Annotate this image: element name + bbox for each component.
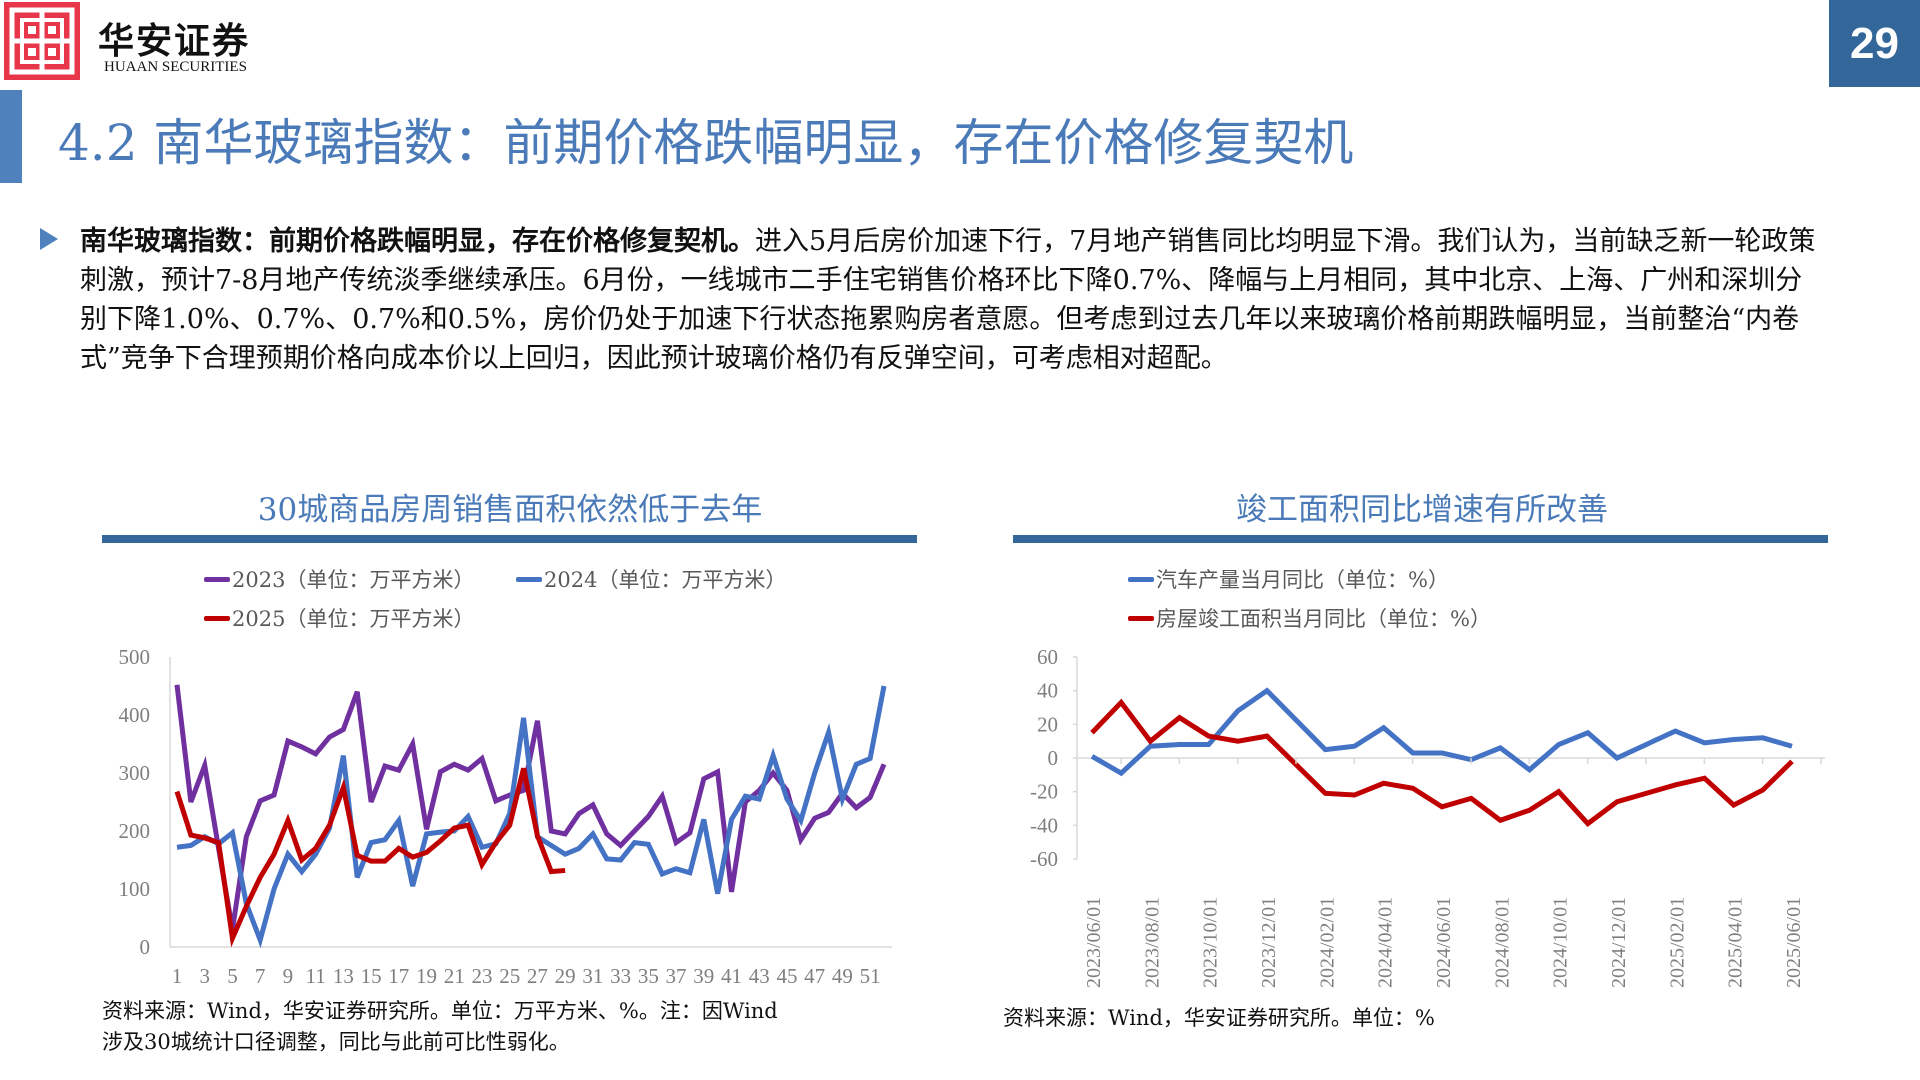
title-accent-bar (0, 90, 22, 183)
body-paragraph: 南华玻璃指数：前期价格跌幅明显，存在价格修复契机。进入5月后房价加速下行，7月地… (80, 222, 1820, 378)
x-tick-label: 21 (444, 964, 465, 988)
y-tick-label: 20 (1037, 712, 1058, 736)
x-tick-label: 7 (255, 964, 266, 988)
arrow-bullet-icon (40, 228, 58, 250)
x-tick-label: 25 (499, 964, 520, 988)
y-tick-label: -20 (1030, 780, 1058, 804)
legend-2025: 2025（单位：万平方米） (204, 603, 474, 633)
y-tick-label: -40 (1030, 813, 1058, 837)
y-tick-label: 0 (140, 935, 151, 959)
series-line-0 (1090, 687, 1793, 777)
left-series-lines (174, 684, 887, 949)
page-number: 29 (1829, 0, 1920, 87)
left-y-axis: 500 400 300 200 100 0 (119, 645, 151, 959)
legend-auto-production: 汽车产量当月同比（单位：%） (1128, 564, 1449, 594)
right-chart-title: 竣工面积同比增速有所改善 (1236, 492, 1608, 528)
x-tick-label: 2025/06/01 (1783, 897, 1805, 988)
y-tick-label: 60 (1037, 645, 1058, 669)
x-tick-label: 9 (283, 964, 294, 988)
body-text: 进入5月后房价加速下行，7月地产销售同比均明显下滑。我们认为，当前缺乏新一轮政策… (80, 226, 1816, 374)
right-chart-source-note: 资料来源：Wind，华安证券研究所。单位：% (1003, 1006, 1435, 1030)
legend-2023: 2023（单位：万平方米） (204, 564, 474, 594)
legend-swatch-red (204, 615, 230, 621)
x-tick-label: 2024/02/01 (1316, 897, 1338, 988)
brand-name-cn: 华安证券 (98, 20, 251, 62)
x-tick-label: 41 (721, 964, 742, 988)
x-tick-label: 37 (666, 964, 687, 988)
x-tick-label: 2024/10/01 (1550, 897, 1572, 988)
x-tick-label: 2023/08/01 (1141, 897, 1163, 988)
brand-name-en: HUAAN SECURITIES (104, 59, 247, 75)
page-title: 4.2 南华玻璃指数：前期价格跌幅明显，存在价格修复契机 (58, 114, 1354, 172)
series-line-2 (174, 767, 566, 948)
x-tick-label: 45 (776, 964, 797, 988)
x-tick-label: 2023/12/01 (1258, 897, 1280, 988)
x-tick-label: 13 (333, 964, 354, 988)
y-tick-label: 400 (119, 703, 151, 727)
x-tick-label: 43 (749, 964, 770, 988)
x-tick-label: 49 (832, 964, 853, 988)
x-tick-label: 2025/02/01 (1666, 897, 1688, 988)
legend-completion-area: 房屋竣工面积当月同比（单位：%） (1128, 603, 1491, 633)
x-tick-label: 3 (199, 964, 210, 988)
x-tick-label: 23 (471, 964, 492, 988)
x-tick-label: 39 (693, 964, 714, 988)
legend-2024: 2024（单位：万平方米） (516, 564, 786, 594)
x-tick-label: 2025/04/01 (1725, 897, 1747, 988)
right-chart-rule (1013, 535, 1828, 543)
left-chart-rule (102, 535, 917, 543)
legend-swatch-purple (204, 576, 230, 582)
series-line-1 (1090, 698, 1794, 828)
x-tick-label: 5 (227, 964, 238, 988)
x-tick-label: 47 (804, 964, 825, 988)
legend-swatch-blue (516, 576, 542, 582)
legend-swatch-blue (1128, 576, 1154, 582)
x-tick-label: 17 (388, 964, 409, 988)
x-tick-label: 51 (860, 964, 881, 988)
x-tick-label: 35 (638, 964, 659, 988)
x-tick-label: 31 (582, 964, 603, 988)
x-tick-label: 2024/04/01 (1375, 897, 1397, 988)
huaan-logo (4, 2, 80, 80)
x-tick-label: 11 (306, 964, 326, 988)
y-tick-label: -60 (1030, 847, 1058, 871)
x-tick-label: 27 (527, 964, 548, 988)
left-chart-title: 30城商品房周销售面积依然低于去年 (257, 492, 763, 528)
x-tick-label: 2023/06/01 (1083, 897, 1105, 988)
body-lead: 南华玻璃指数：前期价格跌幅明显，存在价格修复契机。 (80, 226, 755, 257)
x-tick-label: 15 (361, 964, 382, 988)
y-tick-label: 300 (119, 761, 151, 785)
x-tick-label: 33 (610, 964, 631, 988)
x-tick-label: 2024/08/01 (1491, 897, 1513, 988)
series-line-1 (176, 685, 887, 949)
x-tick-label: 2024/12/01 (1608, 897, 1630, 988)
x-tick-label: 19 (416, 964, 437, 988)
legend-swatch-red (1128, 615, 1154, 621)
y-tick-label: 40 (1037, 679, 1058, 703)
x-tick-label: 1 (172, 964, 183, 988)
x-tick-label: 2023/10/01 (1200, 897, 1222, 988)
x-tick-label: 2024/06/01 (1433, 897, 1455, 988)
right-x-axis: 2023/06/01 2023/08/01 2023/10/01 2023/12/01… (1083, 758, 1822, 988)
x-tick-label: 29 (555, 964, 576, 988)
y-tick-label: 500 (119, 645, 151, 669)
right-y-axis: 60 40 20 0 -20 -40 -60 (1030, 645, 1077, 871)
y-tick-label: 0 (1048, 746, 1059, 770)
right-series-lines (1090, 687, 1794, 828)
y-tick-label: 100 (119, 877, 151, 901)
left-chart-source-note: 资料来源：Wind，华安证券研究所。单位：万平方米、%。注：因Wind 涉及30… (102, 999, 778, 1054)
y-tick-label: 200 (119, 819, 151, 843)
left-x-axis: 1 3 5 7 9 11 13 15 17 19 21 23 25 27 29 31 33 35 37 39 41 43 4… (172, 964, 881, 988)
